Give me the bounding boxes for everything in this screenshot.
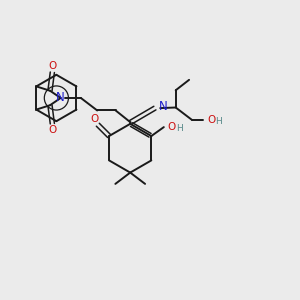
Text: N: N <box>56 92 65 104</box>
Text: H: H <box>215 117 222 126</box>
Text: O: O <box>49 61 57 71</box>
Text: O: O <box>49 124 57 135</box>
Text: O: O <box>167 122 175 132</box>
Text: H: H <box>176 124 182 133</box>
Text: O: O <box>91 114 99 124</box>
Text: N: N <box>159 100 168 113</box>
Text: O: O <box>207 115 215 125</box>
